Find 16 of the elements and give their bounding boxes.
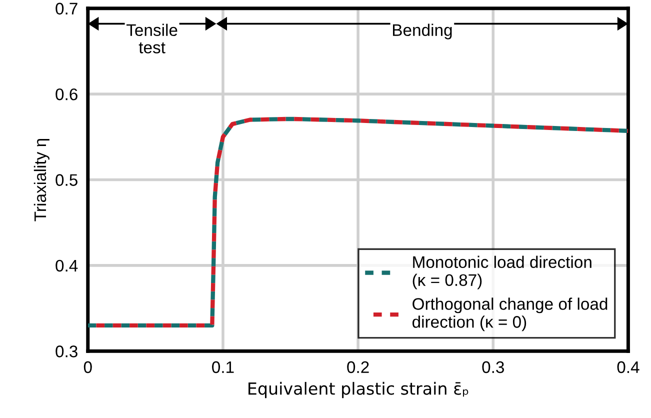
legend-label: Monotonic load direction (κ = 0.87) [412, 256, 592, 290]
y-tick-label: 0.6 [56, 88, 78, 100]
x-tick-label: 0 [84, 361, 92, 374]
x-tick-label: 0.2 [347, 361, 369, 374]
x-tick-label: 0.4 [617, 361, 640, 374]
annotation: Bending [393, 24, 452, 40]
legend-label: Orthogonal change of load direction (κ = 0) [412, 298, 608, 332]
x-axis-title: Equivalent plastic strain ε̄ₚ [248, 382, 468, 398]
y-axis-title: Triaxiality η [34, 138, 50, 222]
x-tick-label: 0.1 [212, 361, 234, 374]
y-tick-label: 0.4 [56, 260, 78, 272]
x-tick-label: 0.3 [482, 361, 504, 374]
y-tick-label: 0.7 [56, 2, 78, 15]
annotation: Tensile test [126, 24, 178, 54]
y-tick-label: 0.5 [56, 174, 78, 186]
y-tick-label: 0.3 [56, 346, 78, 358]
